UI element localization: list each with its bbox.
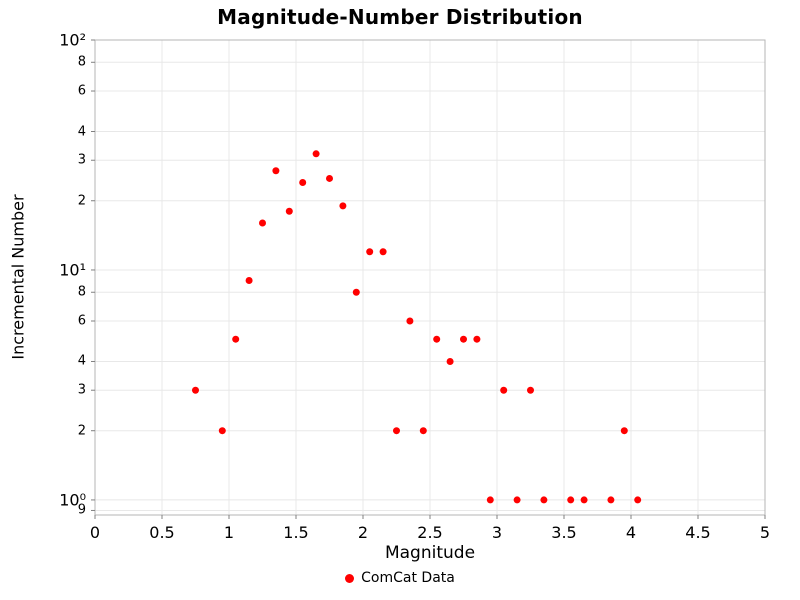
chart-title: Magnitude-Number Distribution <box>217 5 583 29</box>
data-point <box>393 427 400 435</box>
data-point <box>567 496 575 504</box>
data-point <box>366 248 374 256</box>
y-tick-label: 4 <box>77 353 86 369</box>
y-tick-label: 10¹ <box>59 260 86 280</box>
legend: ComCat Data <box>0 570 800 586</box>
x-tick-label: 0 <box>89 523 101 542</box>
y-tick-label: 4 <box>77 124 86 139</box>
x-tick-label: 5 <box>759 523 771 542</box>
data-point <box>326 174 333 182</box>
data-point <box>232 335 240 343</box>
data-point <box>285 207 293 215</box>
y-tick-label: 2 <box>77 423 86 439</box>
data-point <box>259 219 266 227</box>
data-point <box>473 335 481 343</box>
data-point <box>607 496 615 504</box>
data-point <box>352 288 360 296</box>
y-tick-label: 2 <box>77 193 86 209</box>
x-tick-label: 2.5 <box>417 523 443 542</box>
x-tick-label: 4.5 <box>685 523 711 542</box>
x-tick-label: 0.5 <box>149 523 175 542</box>
y-tick-label: 9 <box>77 502 86 518</box>
data-point <box>272 167 280 175</box>
legend-marker-dot-icon <box>345 573 355 583</box>
y-tick-label: 3 <box>77 152 86 168</box>
data-point <box>634 496 642 504</box>
data-point <box>500 386 508 394</box>
data-point <box>192 386 199 394</box>
y-tick-label: 10² <box>59 30 86 50</box>
data-point <box>446 357 454 365</box>
x-tick-label: 1.5 <box>283 523 309 542</box>
data-point <box>299 179 307 187</box>
data-point <box>339 202 347 210</box>
y-tick-label: 10⁰ <box>59 490 86 510</box>
x-tick-label: 3.5 <box>551 523 577 542</box>
x-tick-label: 1 <box>223 523 235 542</box>
data-point <box>620 427 628 435</box>
data-point <box>406 317 414 325</box>
data-point <box>527 386 534 394</box>
y-tick-label: 3 <box>77 382 86 398</box>
data-point <box>245 276 253 284</box>
data-point <box>580 496 588 504</box>
data-point <box>312 150 320 158</box>
y-tick-label: 6 <box>77 313 86 329</box>
x-tick-label: 3 <box>491 523 503 542</box>
y-tick-label: 8 <box>77 54 86 70</box>
x-axis-label: Magnitude <box>384 543 476 563</box>
data-point <box>540 496 548 504</box>
data-point <box>486 496 494 504</box>
data-point <box>433 335 441 343</box>
y-tick-label: 6 <box>77 83 86 99</box>
y-tick-label: 8 <box>77 284 86 300</box>
data-point <box>513 496 521 504</box>
data-point <box>419 427 427 435</box>
legend-label: ComCat Data <box>361 570 455 586</box>
data-point <box>379 248 387 256</box>
data-point <box>218 427 226 435</box>
x-tick-label: 2 <box>357 523 369 542</box>
x-tick-label: 4 <box>625 523 637 542</box>
data-point <box>460 335 467 343</box>
